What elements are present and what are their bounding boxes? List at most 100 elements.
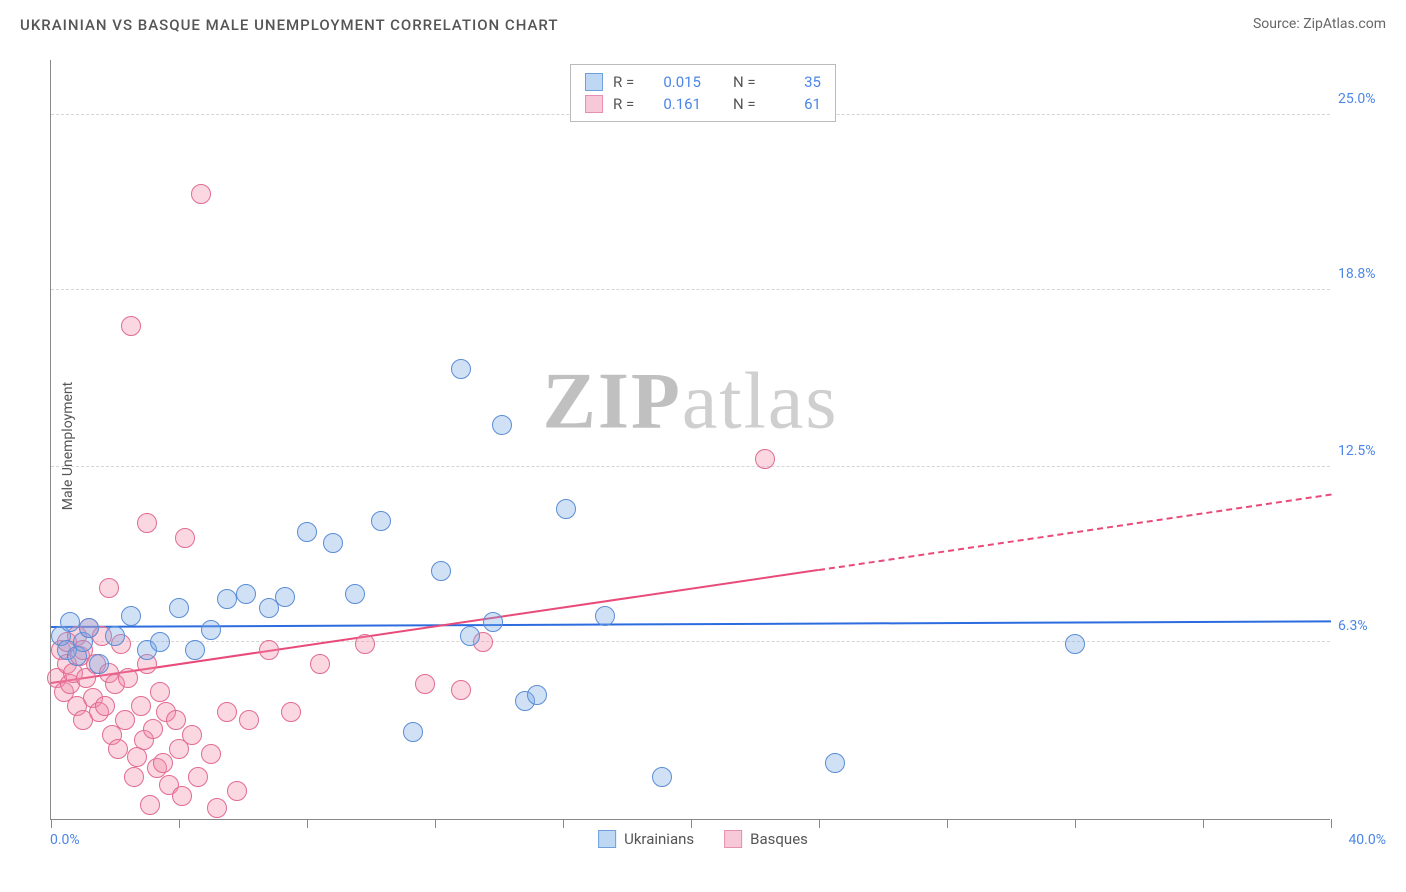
- data-point-ukrainians: [825, 753, 845, 773]
- data-point-basques: [188, 767, 208, 787]
- data-point-ukrainians: [323, 533, 343, 553]
- data-point-basques: [191, 184, 211, 204]
- data-point-basques: [153, 753, 173, 773]
- watermark: ZIPatlas: [543, 356, 839, 447]
- data-point-basques: [217, 702, 237, 722]
- data-point-basques: [175, 528, 195, 548]
- data-point-ukrainians: [297, 522, 317, 542]
- data-point-ukrainians: [60, 612, 80, 632]
- bottom-legend: Ukrainians Basques: [598, 830, 808, 848]
- data-point-basques: [95, 696, 115, 716]
- swatch-ukrainians: [598, 830, 616, 848]
- data-point-ukrainians: [105, 626, 125, 646]
- data-point-basques: [115, 710, 135, 730]
- data-point-basques: [201, 744, 221, 764]
- data-point-ukrainians: [275, 587, 295, 607]
- data-point-basques: [227, 781, 247, 801]
- x-tick: [1203, 819, 1204, 828]
- data-point-ukrainians: [150, 632, 170, 652]
- y-tick-label: 25.0%: [1338, 91, 1388, 107]
- gridline: [51, 289, 1330, 290]
- x-tick: [563, 819, 564, 828]
- data-point-ukrainians: [492, 415, 512, 435]
- x-tick: [307, 819, 308, 828]
- gridline: [51, 641, 1330, 642]
- data-point-ukrainians: [431, 561, 451, 581]
- data-point-ukrainians: [1065, 634, 1085, 654]
- x-tick: [947, 819, 948, 828]
- stats-row-basques: R = 0.161 N = 61: [585, 93, 821, 115]
- y-tick-label: 6.3%: [1338, 618, 1388, 634]
- data-point-ukrainians: [217, 589, 237, 609]
- x-tick: [1075, 819, 1076, 828]
- x-axis-min-label: 0.0%: [50, 832, 80, 848]
- data-point-ukrainians: [595, 606, 615, 626]
- x-tick: [1331, 819, 1332, 828]
- data-point-ukrainians: [527, 685, 547, 705]
- x-tick: [819, 819, 820, 828]
- legend-label: Basques: [750, 830, 808, 848]
- y-tick-label: 18.8%: [1338, 266, 1388, 282]
- watermark-bold: ZIP: [543, 357, 682, 445]
- y-tick-label: 12.5%: [1338, 443, 1388, 459]
- legend-item-ukrainians: Ukrainians: [598, 830, 694, 848]
- r-value: 0.161: [651, 95, 701, 113]
- data-point-basques: [124, 767, 144, 787]
- data-point-ukrainians: [201, 620, 221, 640]
- source-name: ZipAtlas.com: [1303, 16, 1386, 32]
- r-label: R =: [613, 95, 641, 113]
- data-point-basques: [137, 513, 157, 533]
- n-value: 61: [771, 95, 821, 113]
- data-point-ukrainians: [345, 584, 365, 604]
- trend-line: [51, 620, 1331, 628]
- data-point-basques: [172, 786, 192, 806]
- data-point-basques: [182, 725, 202, 745]
- r-value: 0.015: [651, 73, 701, 91]
- data-point-basques: [239, 710, 259, 730]
- data-point-basques: [108, 739, 128, 759]
- data-point-basques: [207, 798, 227, 818]
- data-point-basques: [118, 668, 138, 688]
- x-tick: [435, 819, 436, 828]
- x-tick: [51, 819, 52, 828]
- r-label: R =: [613, 73, 641, 91]
- data-point-basques: [451, 680, 471, 700]
- data-point-basques: [281, 702, 301, 722]
- trend-line: [819, 493, 1331, 570]
- data-point-ukrainians: [556, 499, 576, 519]
- data-point-ukrainians: [169, 598, 189, 618]
- data-point-basques: [259, 640, 279, 660]
- source-prefix: Source:: [1253, 16, 1303, 32]
- chart-title: UKRAINIAN VS BASQUE MALE UNEMPLOYMENT CO…: [20, 16, 559, 34]
- swatch-basques: [724, 830, 742, 848]
- data-point-ukrainians: [185, 640, 205, 660]
- x-tick: [691, 819, 692, 828]
- correlation-chart: UKRAINIAN VS BASQUE MALE UNEMPLOYMENT CO…: [0, 0, 1406, 892]
- gridline: [51, 466, 1330, 467]
- data-point-ukrainians: [371, 511, 391, 531]
- data-point-ukrainians: [483, 612, 503, 632]
- data-point-ukrainians: [121, 606, 141, 626]
- n-label: N =: [733, 73, 761, 91]
- watermark-light: atlas: [682, 357, 839, 445]
- data-point-ukrainians: [89, 654, 109, 674]
- data-point-ukrainians: [79, 618, 99, 638]
- data-point-basques: [143, 719, 163, 739]
- x-axis-max-label: 40.0%: [1348, 832, 1386, 848]
- data-point-ukrainians: [403, 722, 423, 742]
- x-tick: [179, 819, 180, 828]
- data-point-basques: [310, 654, 330, 674]
- data-point-basques: [755, 449, 775, 469]
- data-point-ukrainians: [460, 626, 480, 646]
- data-point-basques: [166, 710, 186, 730]
- swatch-ukrainians: [585, 73, 603, 91]
- plot-area: ZIPatlas 6.3%12.5%18.8%25.0%: [50, 60, 1330, 820]
- legend-item-basques: Basques: [724, 830, 808, 848]
- stats-row-ukrainians: R = 0.015 N = 35: [585, 71, 821, 93]
- data-point-basques: [99, 578, 119, 598]
- data-point-ukrainians: [451, 359, 471, 379]
- data-point-ukrainians: [652, 767, 672, 787]
- data-point-basques: [355, 634, 375, 654]
- n-label: N =: [733, 95, 761, 113]
- legend-label: Ukrainians: [624, 830, 694, 848]
